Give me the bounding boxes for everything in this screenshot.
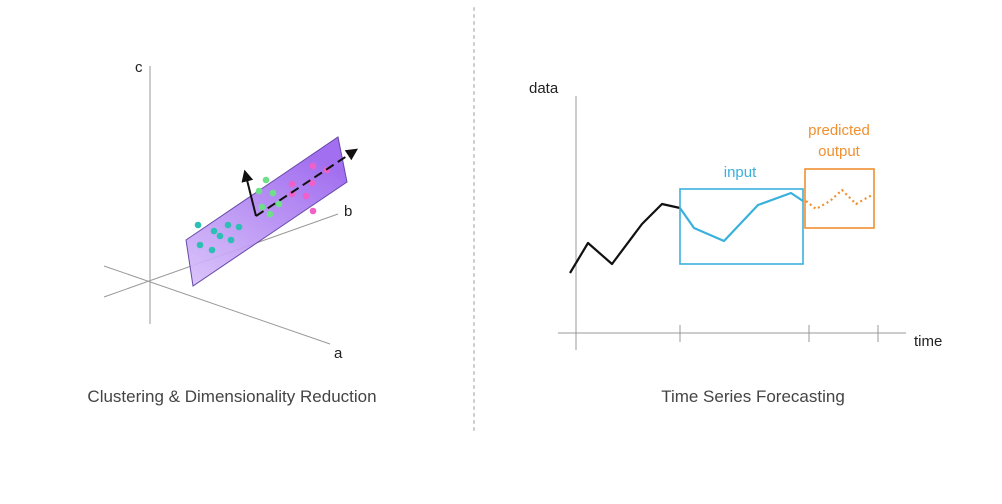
axis-c-label: c — [135, 59, 143, 76]
data-point — [288, 190, 296, 198]
data-point — [224, 221, 232, 229]
data-point — [235, 223, 243, 231]
data-point — [266, 210, 274, 218]
cluster-green — [255, 176, 283, 218]
data-point — [309, 207, 317, 215]
input-window-box — [679, 188, 804, 265]
data-point — [208, 246, 216, 254]
input-label: input — [724, 164, 757, 181]
data-point — [288, 180, 296, 188]
x-axis-label: time — [914, 333, 942, 350]
cluster-teal — [194, 221, 243, 254]
secondary-axis-arrow — [241, 169, 257, 217]
principal-axis-arrow — [255, 148, 359, 217]
axis-b-label: b — [344, 203, 352, 220]
predicted-series-line — [805, 188, 873, 211]
y-axis-label: data — [529, 80, 559, 97]
data-point — [210, 227, 218, 235]
data-point — [269, 189, 277, 197]
history-series-line — [569, 202, 681, 274]
data-point — [258, 203, 266, 211]
axis-a-label: a — [334, 345, 343, 362]
left-panel: c b a — [87, 59, 376, 406]
output-window-box — [804, 168, 875, 229]
output-label-line2: output — [818, 143, 861, 160]
data-point — [227, 236, 235, 244]
left-caption: Clustering & Dimensionality Reduction — [87, 387, 376, 406]
data-point — [309, 162, 317, 170]
data-point — [196, 241, 204, 249]
right-panel: data time input predicted output Time Se… — [529, 80, 942, 406]
data-point — [302, 192, 310, 200]
right-caption: Time Series Forecasting — [661, 387, 845, 406]
data-point — [308, 179, 316, 187]
data-point — [275, 200, 283, 208]
projection-plane — [185, 136, 348, 287]
output-label-line1: predicted — [808, 122, 870, 139]
axis-a-line — [103, 265, 331, 345]
input-series-line — [679, 191, 804, 243]
data-point — [262, 176, 270, 184]
data-point — [194, 221, 202, 229]
data-point — [255, 187, 263, 195]
data-point — [216, 232, 224, 240]
cluster-pink — [288, 162, 331, 215]
